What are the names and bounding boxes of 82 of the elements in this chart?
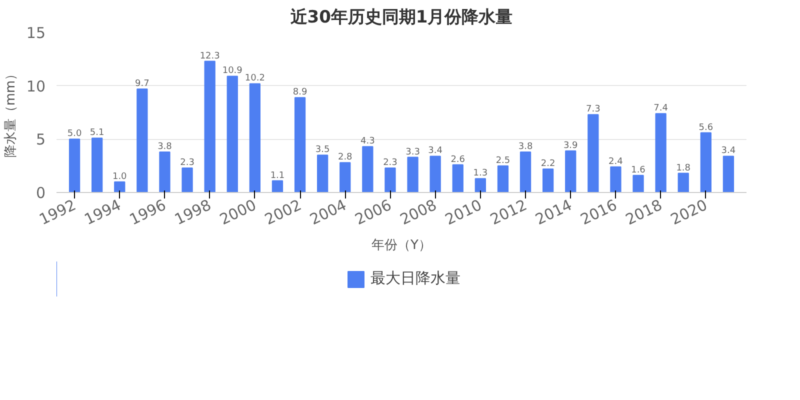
data-label: 3.8 <box>518 142 533 152</box>
data-label: 2.2 <box>540 159 556 170</box>
data-label: 3.5 <box>315 145 330 156</box>
x-tick-label: 2010 <box>442 196 485 229</box>
data-label: 3.4 <box>721 146 736 156</box>
chart-title: 近30年历史同期1月份降水量 <box>289 8 513 28</box>
bar <box>474 178 486 192</box>
data-label: 9.7 <box>135 79 150 90</box>
data-label: 2.6 <box>450 154 466 165</box>
bar <box>362 146 374 192</box>
bar <box>678 172 689 192</box>
x-tick-label: 1996 <box>126 196 169 229</box>
data-label: 1.6 <box>631 165 646 176</box>
data-label: 4.3 <box>360 136 375 147</box>
bar <box>114 181 126 192</box>
legend-label: 最大日降水量 <box>370 269 460 288</box>
data-label: 1.8 <box>676 163 691 174</box>
bar <box>632 174 644 192</box>
y-tick-label: 0 <box>36 184 46 202</box>
bar <box>340 162 351 192</box>
data-label: 3.4 <box>428 146 443 156</box>
y-tick-label: 15 <box>26 24 46 42</box>
bar <box>384 167 396 192</box>
bar <box>610 166 622 192</box>
x-tick-label: 2016 <box>578 196 620 229</box>
data-label: 7.4 <box>654 104 668 114</box>
x-tick-label: 2020 <box>668 196 710 229</box>
bar <box>92 138 103 192</box>
bar <box>249 83 261 192</box>
bar <box>68 138 80 192</box>
data-label: 2.3 <box>180 158 194 168</box>
data-label: 12.3 <box>200 51 220 62</box>
data-label: 3.9 <box>563 140 578 151</box>
x-tick-label: 2000 <box>216 196 260 229</box>
data-label: 3.8 <box>158 142 172 152</box>
bar <box>272 180 284 192</box>
bar <box>182 167 193 192</box>
bar <box>700 132 712 192</box>
x-tick-label: 2004 <box>307 196 350 229</box>
data-label: 1.1 <box>270 170 285 181</box>
x-tick-label: 2002 <box>262 196 304 229</box>
x-tick-label: 2012 <box>487 196 530 229</box>
data-label: 2.4 <box>608 156 624 167</box>
data-label: 2.3 <box>383 158 398 168</box>
data-label: 5.0 <box>67 129 82 140</box>
data-label: 10.9 <box>222 66 243 76</box>
bar <box>204 60 216 192</box>
data-label: 8.9 <box>292 88 308 98</box>
bar <box>520 151 532 192</box>
x-axis-title: 年份（Y） <box>372 238 432 254</box>
bar <box>497 165 509 192</box>
data-label: 2.5 <box>496 156 510 166</box>
x-tick-label: 2018 <box>622 196 665 229</box>
x-tick-label: 2006 <box>352 196 394 229</box>
x-tick-label: 1994 <box>82 196 124 229</box>
bar <box>159 151 170 192</box>
bar <box>542 168 554 192</box>
bar <box>452 164 464 192</box>
data-label: 5.6 <box>698 122 714 133</box>
x-tick-label: 2014 <box>532 196 575 229</box>
data-label: 5.1 <box>90 128 104 138</box>
bar <box>655 113 666 192</box>
data-label: 1.3 <box>473 168 488 179</box>
bar <box>588 114 599 192</box>
bar <box>294 97 306 192</box>
bar <box>430 156 441 192</box>
bar <box>565 150 576 192</box>
bar <box>317 154 328 192</box>
bar <box>136 88 148 192</box>
y-tick-label: 5 <box>36 130 46 149</box>
x-tick-label: 1998 <box>172 196 214 229</box>
data-label: 7.3 <box>586 104 600 115</box>
bar <box>722 156 734 192</box>
data-label: 2.8 <box>338 152 353 163</box>
y-tick-label: 10 <box>26 77 46 96</box>
bar <box>226 76 238 192</box>
y-axis-title: 降水量（mm） <box>3 67 18 158</box>
bar <box>407 156 418 192</box>
data-label: 3.3 <box>406 147 420 158</box>
x-tick-label: 2008 <box>397 196 440 229</box>
data-label: 10.2 <box>244 74 265 84</box>
data-label: 1.0 <box>112 172 128 182</box>
